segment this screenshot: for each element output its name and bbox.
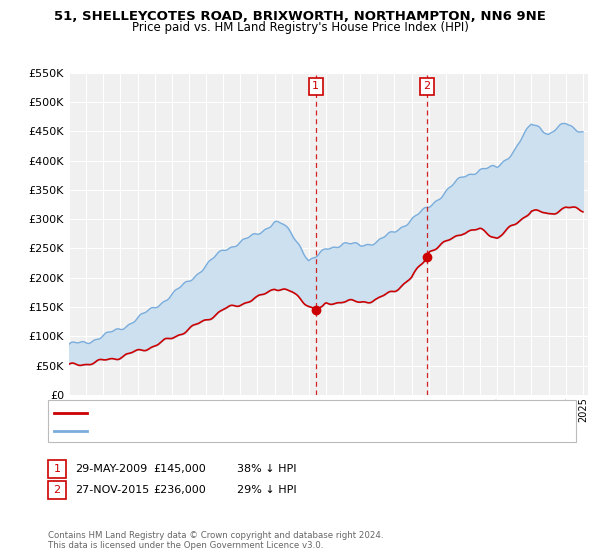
Text: 38% ↓ HPI: 38% ↓ HPI — [237, 464, 296, 474]
Text: 2: 2 — [424, 81, 431, 91]
Text: £145,000: £145,000 — [153, 464, 206, 474]
Text: 51, SHELLEYCOTES ROAD, BRIXWORTH, NORTHAMPTON, NN6 9NE: 51, SHELLEYCOTES ROAD, BRIXWORTH, NORTHA… — [54, 10, 546, 23]
Text: 2: 2 — [53, 485, 61, 495]
Text: 29% ↓ HPI: 29% ↓ HPI — [237, 485, 296, 495]
Text: HPI: Average price, detached house, West Northamptonshire: HPI: Average price, detached house, West… — [91, 426, 388, 436]
Text: Price paid vs. HM Land Registry's House Price Index (HPI): Price paid vs. HM Land Registry's House … — [131, 21, 469, 34]
Text: 29-MAY-2009: 29-MAY-2009 — [75, 464, 147, 474]
Text: 1: 1 — [313, 81, 319, 91]
Text: 1: 1 — [53, 464, 61, 474]
Text: 51, SHELLEYCOTES ROAD, BRIXWORTH, NORTHAMPTON, NN6 9NE (detached house): 51, SHELLEYCOTES ROAD, BRIXWORTH, NORTHA… — [91, 408, 504, 418]
Text: £236,000: £236,000 — [153, 485, 206, 495]
Text: 27-NOV-2015: 27-NOV-2015 — [75, 485, 149, 495]
Text: Contains HM Land Registry data © Crown copyright and database right 2024.
This d: Contains HM Land Registry data © Crown c… — [48, 531, 383, 550]
